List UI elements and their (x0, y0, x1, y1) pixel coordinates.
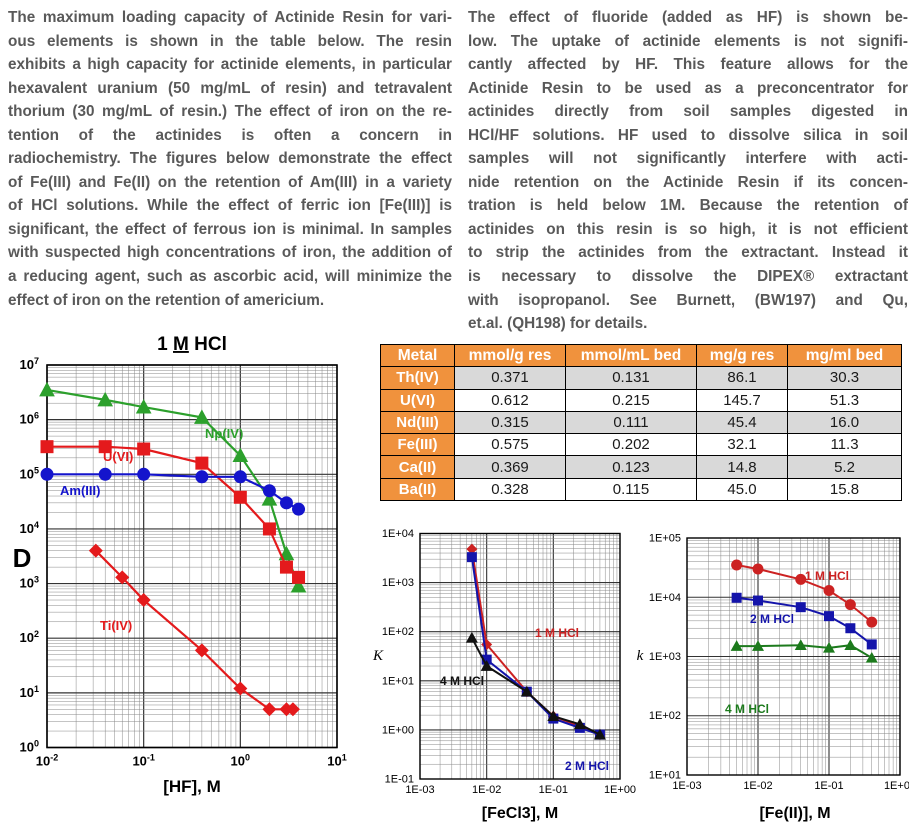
svg-text:1E+02: 1E+02 (649, 710, 681, 722)
svg-text:2 M HCl: 2 M HCl (750, 612, 794, 626)
svg-text:1E+01: 1E+01 (382, 675, 414, 687)
svg-text:4 M HCl: 4 M HCl (725, 702, 769, 716)
svg-text:U(VI): U(VI) (103, 449, 133, 464)
svg-text:2 M HCl: 2 M HCl (565, 759, 609, 773)
svg-text:1 M HCl: 1 M HCl (805, 569, 849, 583)
svg-text:1 M HCl: 1 M HCl (535, 626, 579, 640)
svg-text:1E+04: 1E+04 (382, 528, 414, 540)
svg-text:1E-01: 1E-01 (385, 774, 414, 786)
svg-text:[FeCl3], M: [FeCl3], M (482, 805, 558, 822)
svg-text:Ti(IV): Ti(IV) (100, 618, 132, 633)
svg-text:[HF], M: [HF], M (163, 777, 221, 796)
svg-text:Am(III): Am(III) (60, 483, 100, 498)
svg-text:1E-01: 1E-01 (814, 780, 843, 792)
svg-text:1E-03: 1E-03 (405, 784, 434, 796)
svg-text:1E-01: 1E-01 (539, 784, 568, 796)
svg-text:K: K (372, 648, 384, 664)
svg-text:k: k (637, 648, 644, 664)
svg-text:1E+00: 1E+00 (884, 780, 909, 792)
svg-text:1E+03: 1E+03 (382, 577, 414, 589)
svg-text:1E+03: 1E+03 (649, 651, 681, 663)
svg-text:1E-02: 1E-02 (743, 780, 772, 792)
svg-text:[Fe(II)], M: [Fe(II)], M (759, 805, 830, 822)
svg-text:D: D (13, 543, 32, 573)
svg-text:1 M HCl: 1 M HCl (157, 334, 227, 355)
svg-text:4 M HCl: 4 M HCl (440, 674, 484, 688)
svg-text:1E-02: 1E-02 (472, 784, 501, 796)
svg-text:1E-03: 1E-03 (672, 780, 701, 792)
svg-text:1E+02: 1E+02 (382, 626, 414, 638)
svg-text:1E+00: 1E+00 (382, 724, 414, 736)
svg-text:1E+05: 1E+05 (649, 533, 681, 545)
svg-text:1E+04: 1E+04 (649, 592, 681, 604)
svg-text:Np(IV): Np(IV) (205, 426, 243, 441)
svg-text:1E+01: 1E+01 (649, 770, 681, 782)
